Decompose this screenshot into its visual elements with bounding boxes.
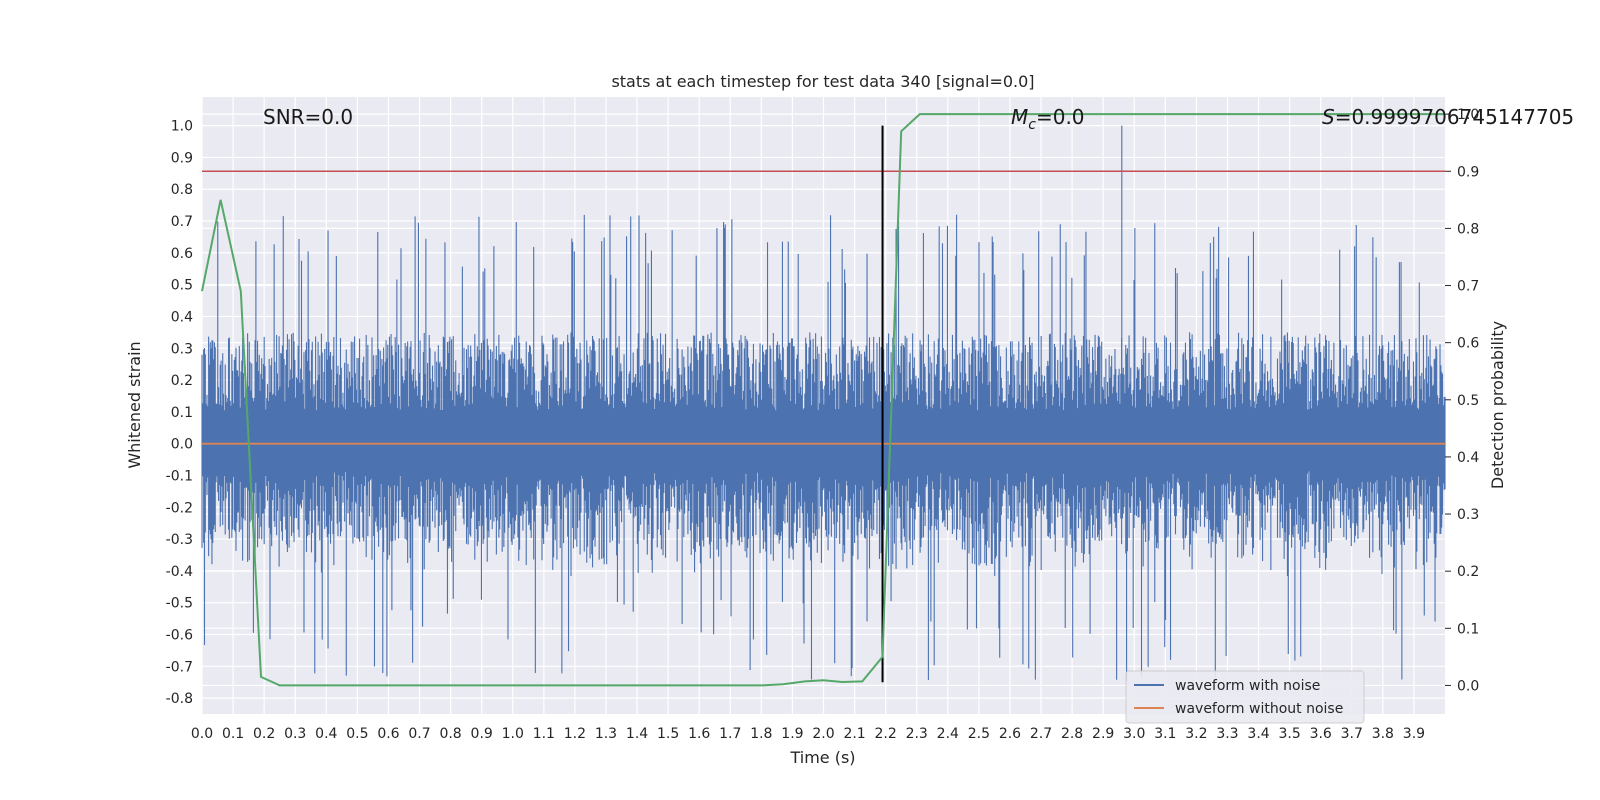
x-tick-label: 2.9: [1092, 726, 1114, 742]
y2-tick-labels: 1.0 0.9 0.8 0.7 0.6 0.5 0.4 0.3 0.2 0.1 0.0: [1445, 107, 1479, 694]
x-tick-label: 0.8: [439, 726, 461, 742]
y-tick-label: -0.1: [166, 468, 193, 484]
x-tick-label: 1.7: [719, 726, 741, 742]
x-tick-label: 2.7: [1030, 726, 1052, 742]
y2-tick-label: 0.4: [1457, 450, 1479, 466]
x-tick-label: 0.3: [284, 726, 306, 742]
y-tick-label: 0.2: [171, 373, 193, 389]
y2-tick-label: 0.7: [1457, 279, 1479, 295]
y2-tick-label: 0.1: [1457, 621, 1479, 637]
x-tick-label: 2.4: [937, 726, 959, 742]
y2-tick-label: 1.0: [1457, 107, 1479, 123]
x-tick-label: 3.3: [1216, 726, 1238, 742]
x-tick-label: 0.5: [346, 726, 368, 742]
legend-entry-clean: waveform without noise: [1175, 701, 1343, 717]
x-tick-label: 3.4: [1247, 726, 1269, 742]
x-axis-label: Time (s): [789, 748, 855, 767]
y2-tick-label: 0.8: [1457, 221, 1479, 237]
score-annotation: S=0.9999706745147705: [1322, 105, 1574, 129]
y-tick-label: -0.4: [166, 564, 193, 580]
y2-axis-label: Detection probability: [1488, 321, 1507, 489]
x-tick-label: 1.5: [657, 726, 679, 742]
y2-tick-label: 0.2: [1457, 564, 1479, 580]
y-tick-label: -0.2: [166, 500, 193, 516]
y-tick-label: -0.8: [166, 691, 193, 707]
x-tick-label: 2.5: [968, 726, 990, 742]
y-tick-label: -0.5: [166, 596, 193, 612]
x-tick-label: 3.0: [1123, 726, 1145, 742]
x-tick-label: 0.2: [253, 726, 275, 742]
y-tick-label: 0.8: [171, 182, 193, 198]
y-tick-label: 0.7: [171, 214, 193, 230]
y-tick-label: 0.9: [171, 150, 193, 166]
y-tick-label: 0.6: [171, 246, 193, 262]
y-tick-label: 0.3: [171, 341, 193, 357]
y-tick-label: 0.1: [171, 405, 193, 421]
x-tick-label: 0.7: [408, 726, 430, 742]
y-tick-label: -0.7: [166, 659, 193, 675]
detection-probability-series: [201, 113, 1445, 687]
y2-tick-label: 0.5: [1457, 393, 1479, 409]
y-tick-labels: 1.0 0.9 0.8 0.7 0.6 0.5 0.4 0.3 0.2 0.1 0.0 -0.1 -0.…: [166, 119, 193, 707]
chart-title: stats at each timestep for test data 340…: [611, 72, 1034, 91]
y2-tick-label: 0.0: [1457, 678, 1479, 694]
x-tick-label: 1.1: [533, 726, 555, 742]
snr-annotation: SNR=0.0: [263, 105, 353, 129]
x-tick-label: 0.1: [222, 726, 244, 742]
x-tick-label: 1.2: [564, 726, 586, 742]
x-tick-label: 3.8: [1372, 726, 1394, 742]
x-tick-label: 1.0: [502, 726, 524, 742]
y-tick-label: -0.6: [166, 627, 193, 643]
y2-tick-label: 0.9: [1457, 164, 1479, 180]
legend-box: [1125, 670, 1365, 724]
x-tick-label: 3.5: [1278, 726, 1300, 742]
x-tick-label: 2.3: [906, 726, 928, 742]
y-tick-label: -0.3: [166, 532, 193, 548]
x-tick-label: 0.6: [377, 726, 399, 742]
x-tick-label: 2.8: [1061, 726, 1083, 742]
y-tick-label: 0.5: [171, 278, 193, 294]
legend: waveform with noise waveform without noi…: [1125, 670, 1365, 724]
x-tick-label: 2.6: [999, 726, 1021, 742]
x-tick-label: 2.2: [875, 726, 897, 742]
x-tick-label: 3.6: [1310, 726, 1332, 742]
x-tick-label: 1.4: [626, 726, 648, 742]
x-tick-label: 1.9: [781, 726, 803, 742]
x-tick-label: 0.0: [191, 726, 213, 742]
y2-tick-label: 0.6: [1457, 336, 1479, 352]
x-tick-label: 0.4: [315, 726, 337, 742]
y2-tick-label: 0.3: [1457, 507, 1479, 523]
x-tick-label: 3.1: [1154, 726, 1176, 742]
y-axis-label: Whitened strain: [125, 341, 144, 468]
x-tick-label: 3.9: [1403, 726, 1425, 742]
y-tick-label: 0.0: [171, 437, 193, 453]
x-tick-label: 3.7: [1341, 726, 1363, 742]
legend-entry-noise: waveform with noise: [1175, 678, 1320, 694]
x-tick-labels: 0.0 0.1 0.2 0.3 0.4 0.5 0.6 0.7 0.8 0.9 1.0 1.1 1.2 1…: [191, 726, 1425, 742]
x-tick-label: 2.1: [843, 726, 865, 742]
y-gridlines: [202, 125, 1445, 699]
y-tick-label: 1.0: [171, 119, 193, 135]
y-tick-label: 0.4: [171, 309, 193, 325]
x-tick-label: 3.2: [1185, 726, 1207, 742]
x-tick-label: 2.0: [812, 726, 834, 742]
x-tick-label: 1.8: [750, 726, 772, 742]
x-tick-label: 1.3: [595, 726, 617, 742]
x-tick-label: 1.6: [688, 726, 710, 742]
chirp-mass-annotation: Mc=0.0: [1011, 105, 1085, 133]
x-tick-label: 0.9: [471, 726, 493, 742]
